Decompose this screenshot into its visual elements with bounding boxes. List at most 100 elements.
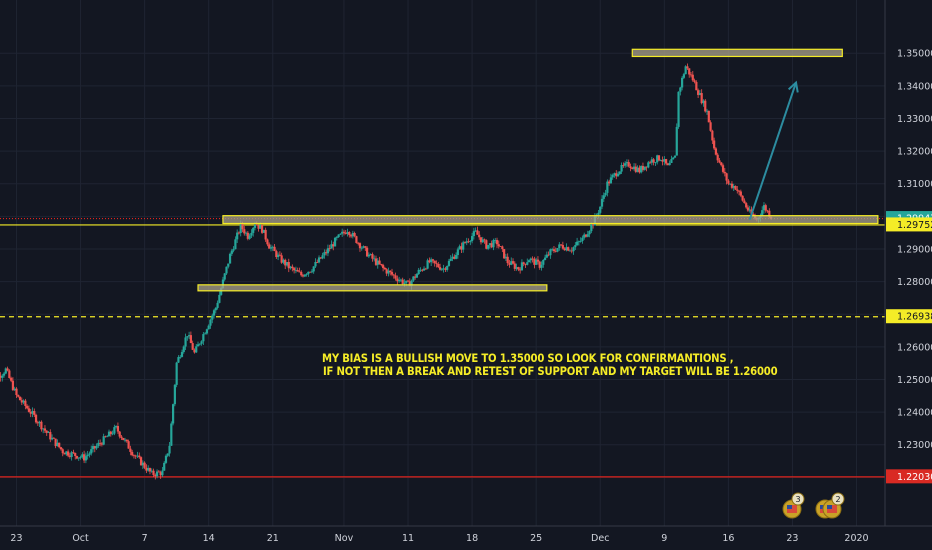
candle-body: [204, 333, 207, 335]
candle-body: [636, 167, 639, 172]
candle-body: [485, 240, 488, 249]
horizontal-lines: [0, 217, 885, 478]
candle-body: [29, 411, 32, 414]
candle-body: [551, 249, 554, 251]
candle-body: [469, 240, 472, 242]
candle-body: [335, 237, 338, 238]
candle-body: [257, 225, 260, 229]
candle-body: [487, 245, 490, 249]
candle-body: [656, 155, 659, 163]
candle-body: [59, 447, 63, 450]
candle-body: [230, 250, 233, 254]
candle-body: [198, 343, 201, 345]
candle-body: [330, 244, 333, 249]
candle-body: [221, 279, 225, 289]
time-tick-label: Oct: [72, 533, 89, 544]
candle-body: [202, 334, 205, 342]
candle-body: [154, 474, 157, 477]
candle-body: [392, 274, 395, 276]
candle-body: [196, 344, 200, 347]
candle-body: [179, 356, 182, 358]
candle-body: [449, 258, 452, 261]
candle-body: [211, 315, 214, 320]
candle-body: [517, 267, 520, 270]
candle-body: [216, 302, 219, 308]
candle-body: [490, 243, 493, 248]
candle-body: [682, 74, 685, 78]
candle-body: [600, 198, 604, 207]
candle-body: [597, 212, 600, 215]
candle-body: [241, 223, 244, 230]
candle-body: [446, 265, 449, 270]
candle-body: [762, 205, 766, 211]
candle-body: [552, 249, 556, 251]
arrow-shaft: [748, 82, 797, 220]
candle-body: [741, 195, 744, 201]
candle-body: [316, 262, 319, 263]
price-tick-label: 1.35000: [897, 49, 932, 60]
candle-body: [631, 168, 634, 170]
candle-body: [277, 254, 280, 258]
candle-body: [613, 173, 616, 176]
candle-body: [654, 162, 657, 164]
candle-body: [100, 443, 104, 445]
candle-body: [686, 66, 689, 69]
candle-body: [223, 273, 226, 280]
candle-body: [538, 261, 541, 268]
candle-body: [608, 181, 611, 184]
candle-body: [716, 154, 719, 161]
candle-body: [312, 266, 315, 272]
candle-body: [650, 159, 653, 163]
candle-body: [424, 268, 427, 270]
badge-count: 3: [795, 495, 800, 504]
price-tick-label: 1.23000: [897, 440, 932, 451]
candle-body: [689, 74, 693, 76]
candle-body: [271, 246, 274, 248]
candle-body: [414, 276, 417, 278]
candle-body: [401, 279, 404, 284]
candle-body: [116, 426, 120, 432]
candle-body: [503, 249, 506, 259]
candle-body: [163, 462, 166, 471]
candle-body: [341, 231, 344, 234]
candle-body: [52, 437, 55, 439]
annotation-line-1: MY BIAS IS A BULLISH MOVE TO 1.35000 SO …: [322, 352, 734, 365]
candle-body: [360, 247, 363, 249]
candle-body: [454, 255, 458, 259]
candle-body: [711, 130, 714, 141]
candle-body: [159, 472, 162, 476]
candle-body: [540, 264, 543, 268]
candle-body: [309, 271, 312, 273]
candle-body: [602, 195, 605, 199]
time-tick-label: 18: [466, 533, 478, 544]
candle-body: [638, 167, 641, 173]
candle-body: [415, 274, 419, 278]
candle-body: [200, 341, 203, 344]
candle-body: [645, 166, 648, 168]
candle-body: [351, 233, 354, 237]
time-axis[interactable]: 23 Oct 7 14 21 Nov 11 18 25 Dec 9 16 23 2020: [0, 525, 932, 550]
candle-body: [61, 449, 64, 454]
zones: [197, 48, 879, 292]
candle-body: [171, 404, 175, 424]
candle-body: [127, 441, 130, 449]
candle-body: [713, 140, 716, 149]
price-axis[interactable]: 1.350001.340001.330001.320001.310001.300…: [884, 0, 932, 550]
candle-body: [157, 471, 160, 473]
price-tick-label: 1.33000: [897, 114, 932, 125]
candle-body: [627, 162, 630, 167]
candle-body: [307, 271, 310, 275]
candle-body: [99, 442, 102, 444]
candle-body: [209, 319, 212, 326]
candle-body: [458, 246, 461, 250]
candle-body: [558, 244, 561, 248]
candle-body: [618, 171, 621, 174]
candle-body: [337, 234, 340, 238]
candle-body: [259, 225, 262, 229]
candle-body: [472, 231, 475, 237]
candle-body: [15, 388, 18, 396]
candle-body: [17, 395, 20, 397]
price-tag-label: 1.22030: [897, 472, 932, 483]
